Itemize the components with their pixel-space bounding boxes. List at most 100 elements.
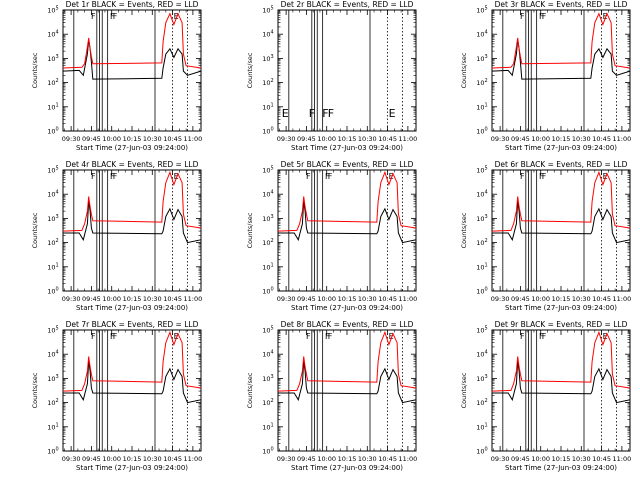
marker-letter: F [309,107,315,120]
y-tick-label: 105 [262,326,273,335]
plot-frame [277,329,417,452]
y-tick-label: 102 [262,78,273,87]
x-tick-label: 10:30 [358,455,377,463]
x-tick-label: 10:30 [572,455,591,463]
x-axis-label: Start Time (27-Jun-03 09:24:00) [76,464,188,472]
y-axis-label: Counts/sec [246,212,254,248]
y-tick-label: 105 [476,6,487,15]
y-tick-label: 101 [262,262,273,271]
plot-frame [491,169,631,292]
y-axis-label: Counts/sec [246,52,254,88]
y-tick-label: 100 [476,447,487,456]
panel-title: Det 6r BLACK = Events, RED = LLD [495,160,628,169]
x-tick-label: 09:30 [277,455,296,463]
x-tick-label: 09:45 [511,295,530,303]
marker-letter: E [389,172,394,181]
x-tick-label: 10:15 [123,455,142,463]
marker-letter: F [110,172,115,181]
x-tick-label: 10:45 [163,295,182,303]
chart-panel: Det 2r BLACK = Events, RED = LLD 100 101 10… [246,0,417,152]
y-tick-label: 103 [47,374,58,383]
y-tick-label: 104 [47,350,58,359]
x-tick-label: 10:30 [572,135,591,143]
chart-panel: Det 4r BLACK = Events, RED = LLD 100 101 10… [31,160,202,312]
series-line-events [63,201,202,244]
marker-letter: F [328,332,333,341]
panel-title: Det 4r BLACK = Events, RED = LLD [66,160,199,169]
series-line-lld [491,170,631,232]
y-tick-label: 103 [476,374,487,383]
x-tick-label: 10:00 [102,295,121,303]
marker-letter: F [113,332,118,341]
x-tick-label: 09:45 [297,455,316,463]
marker-letter: F [113,12,118,21]
y-tick-label: 105 [476,326,487,335]
y-axis-label: Counts/sec [31,212,39,248]
marker-letter: F [110,332,115,341]
x-tick-label: 11:00 [613,135,632,143]
x-tick-label: 10:00 [317,135,336,143]
series-line-events [491,39,631,80]
chart-panel: Det 6r BLACK = Events, RED = LLD 100 101 10… [460,160,631,312]
marker-letter: E [389,107,396,120]
y-tick-label: 102 [47,238,58,247]
series-line-lld [62,12,202,69]
y-tick-label: 105 [262,166,273,175]
y-tick-label: 101 [476,262,487,271]
chart-panel: Det 7r BLACK = Events, RED = LLD 100 101 10… [31,320,202,472]
x-tick-label: 09:30 [62,135,81,143]
x-axis-label: Start Time (27-Jun-03 09:24:00) [505,144,617,152]
x-tick-label: 10:45 [163,455,182,463]
panel-title: Det 8r BLACK = Events, RED = LLD [281,320,414,329]
y-tick-label: 103 [262,214,273,223]
x-tick-label: 10:45 [592,135,611,143]
x-tick-label: 09:30 [491,455,510,463]
x-axis-label: Start Time (27-Jun-03 09:24:00) [76,144,188,152]
y-axis-label: Counts/sec [246,372,254,408]
y-tick-label: 100 [47,447,58,456]
x-axis-label: Start Time (27-Jun-03 09:24:00) [291,304,403,312]
x-tick-label: 10:30 [143,455,162,463]
y-tick-label: 103 [47,54,58,63]
x-tick-label: 10:30 [143,295,162,303]
chart-panel: Det 8r BLACK = Events, RED = LLD 100 101 10… [246,320,417,472]
chart-panel: Det 3r BLACK = Events, RED = LLD 100 101 10… [460,0,631,152]
chart-panel: Det 1r BLACK = Events, RED = LLD 100 101 10… [31,0,202,152]
x-tick-label: 09:45 [297,135,316,143]
x-tick-label: 10:00 [102,135,121,143]
marker-letter: F [325,172,330,181]
panel-title: Det 3r BLACK = Events, RED = LLD [495,0,628,9]
x-tick-label: 10:15 [552,135,571,143]
marker-letter: F [91,172,96,181]
marker-letter: F [322,107,328,120]
series-line-lld [62,170,202,232]
plot-frame [62,169,202,292]
marker-letter: F [520,172,525,181]
plot-frame [277,169,417,292]
y-axis-label: Counts/sec [460,372,468,408]
y-tick-label: 102 [262,398,273,407]
x-tick-label: 10:15 [338,295,357,303]
x-tick-label: 11:00 [399,455,418,463]
plot-frame [491,9,631,132]
y-tick-label: 101 [262,422,273,431]
x-tick-label: 10:15 [123,135,142,143]
x-tick-label: 10:00 [102,455,121,463]
series-line-events [492,201,631,244]
marker-letter: F [539,172,544,181]
marker-letter: F [328,172,333,181]
y-tick-label: 101 [47,102,58,111]
y-tick-label: 102 [47,78,58,87]
marker-letter: F [520,12,525,21]
panel-title: Det 1r BLACK = Events, RED = LLD [66,0,199,9]
marker-letter: F [542,332,547,341]
x-axis-label: Start Time (27-Jun-03 09:24:00) [76,304,188,312]
x-tick-label: 09:30 [277,135,296,143]
y-tick-label: 100 [47,287,58,296]
y-tick-label: 103 [476,214,487,223]
plot-frame [62,329,202,452]
x-tick-label: 09:45 [82,135,101,143]
x-tick-label: 10:00 [317,455,336,463]
marker-letter: F [306,332,311,341]
y-tick-label: 103 [262,54,273,63]
